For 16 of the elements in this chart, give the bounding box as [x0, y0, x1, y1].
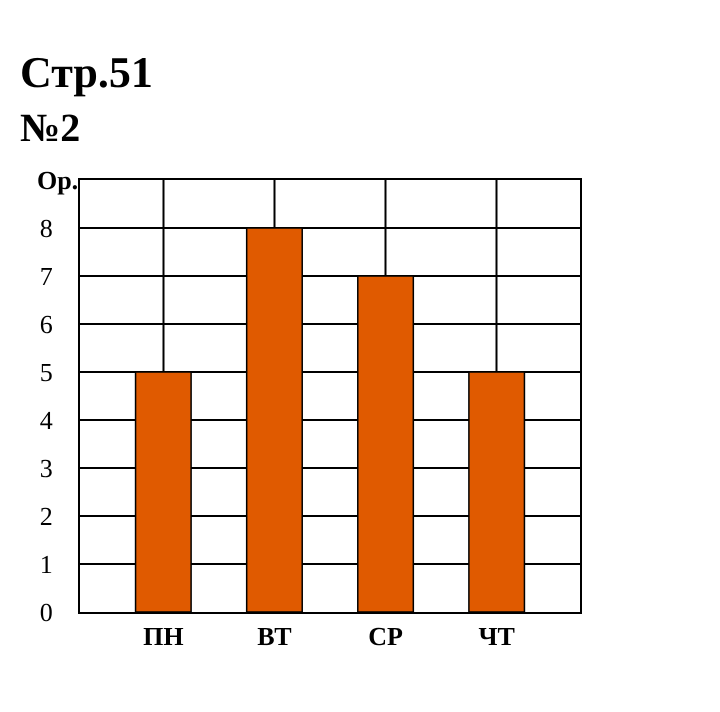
y-tick-label: 6 — [40, 310, 53, 340]
y-axis-title: Ор. — [37, 166, 78, 195]
y-tick-label: 3 — [40, 454, 53, 484]
y-tick-label: 5 — [40, 358, 53, 388]
x-tick-label: СР — [368, 622, 403, 652]
y-tick-label: 8 — [40, 214, 53, 244]
chart-title: Стр.51 — [20, 48, 153, 97]
y-tick-label: 7 — [40, 262, 53, 292]
y-tick-label: 4 — [40, 406, 53, 436]
x-tick-label: ЧТ — [478, 622, 515, 652]
x-tick-label: ПН — [143, 622, 184, 652]
y-tick-label: 2 — [40, 502, 53, 532]
chart-subtitle: №2 — [20, 105, 80, 150]
y-tick-label: 1 — [40, 550, 53, 580]
y-tick-label: 0 — [40, 598, 53, 628]
x-tick-label: ВТ — [257, 622, 292, 652]
